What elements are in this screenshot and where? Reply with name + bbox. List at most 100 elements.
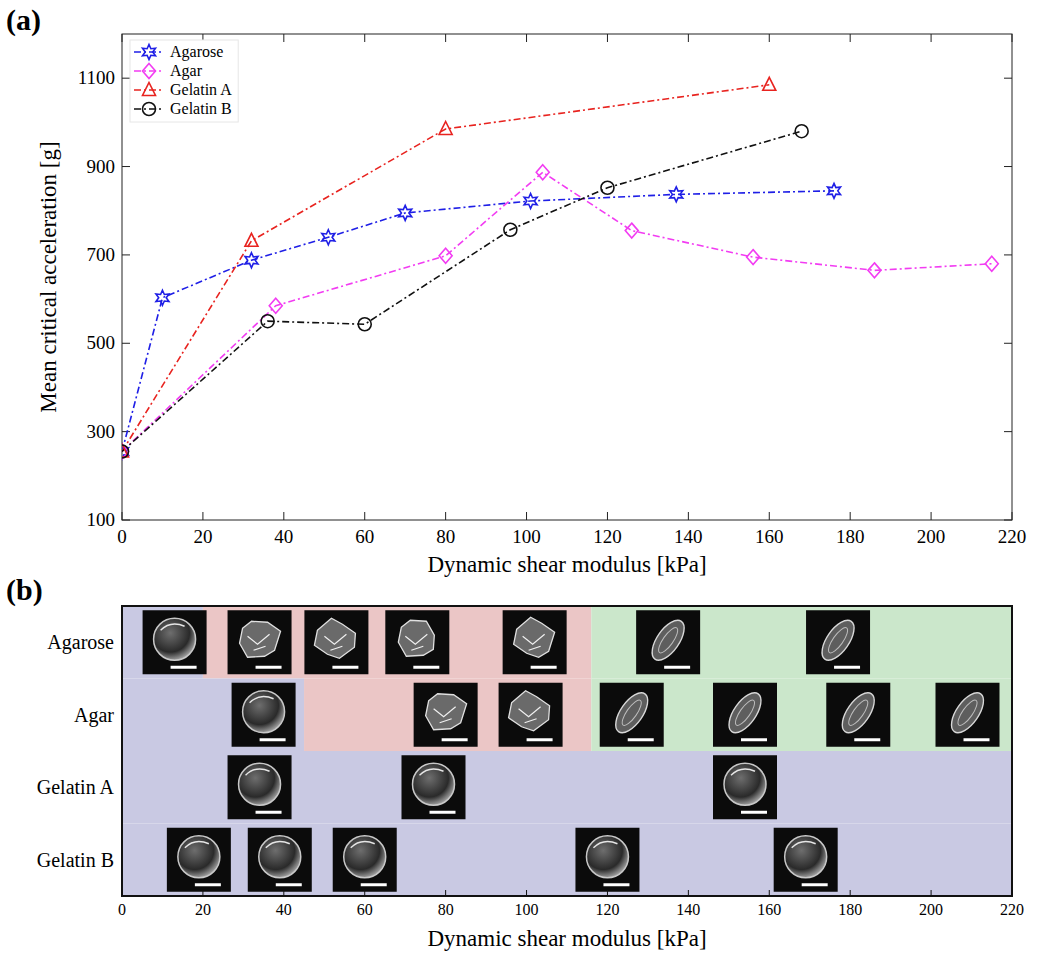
legend-item: Gelatin B — [134, 100, 232, 117]
scale-bar — [171, 666, 197, 669]
x-tick — [769, 890, 770, 896]
legend-marker — [143, 45, 156, 60]
scale-bar — [256, 666, 282, 669]
scale-bar — [430, 811, 456, 814]
crumpled-shape — [426, 694, 467, 730]
x-tick — [283, 890, 284, 896]
scale-bar — [741, 811, 767, 814]
specimen-image — [826, 683, 890, 747]
x-axis-title: Dynamic shear modulus [kPa] — [427, 552, 706, 577]
y-tick-label: 300 — [87, 421, 116, 442]
x-tick — [364, 890, 365, 896]
y-tick-right — [1004, 254, 1012, 255]
row-label: Agar — [74, 704, 114, 727]
panel-label: (b) — [6, 573, 43, 607]
y-tick-right — [1004, 166, 1012, 167]
sphere-highlight — [731, 769, 755, 775]
image-frame — [143, 610, 207, 674]
y-tick-label: 500 — [87, 332, 116, 353]
x-tick — [607, 890, 608, 896]
legend-marker — [143, 103, 156, 116]
series-marker — [625, 223, 638, 238]
x-tick-label: 140 — [676, 901, 700, 918]
y-axis-title: Mean critical acceleration [g] — [36, 141, 61, 412]
region — [203, 606, 591, 679]
elongated-core — [655, 625, 680, 655]
x-tick-top — [607, 34, 608, 42]
x-tick — [122, 890, 123, 896]
region — [304, 679, 591, 752]
crumpled-folds — [405, 634, 427, 650]
series-marker — [261, 315, 274, 328]
series-marker — [504, 223, 517, 236]
panel-a: (a)0204060801001201401601802002201003005… — [6, 3, 1026, 577]
crumpled-shape — [314, 618, 355, 658]
scale-bar — [442, 738, 468, 741]
x-tick-label: 160 — [757, 901, 781, 918]
image-frame — [167, 828, 231, 892]
specimen-image — [232, 683, 296, 747]
image-frame — [248, 828, 312, 892]
x-tick-top — [769, 34, 770, 42]
series-line — [122, 131, 802, 451]
x-tick-label: 160 — [755, 526, 784, 547]
scale-bar — [603, 883, 629, 886]
grid-ground — [122, 606, 1012, 896]
legend-item: Agar — [134, 62, 203, 80]
series-marker — [245, 233, 258, 246]
x-tick-label: 140 — [674, 526, 703, 547]
y-tick — [122, 78, 130, 79]
crumpled-shape — [240, 621, 281, 657]
x-tick-top — [283, 34, 284, 42]
y-tick — [122, 166, 130, 167]
series-marker — [670, 187, 683, 202]
series-line — [122, 172, 992, 451]
specimen-image — [385, 610, 449, 674]
sphere-highlight — [185, 842, 209, 848]
x-tick-label: 80 — [438, 901, 454, 918]
x-tick — [526, 512, 527, 520]
x-axis-title: Dynamic shear modulus [kPa] — [427, 926, 706, 951]
image-frame — [228, 610, 292, 674]
scale-bar — [834, 666, 860, 669]
elongated-shape — [723, 688, 767, 738]
row-label: Gelatin A — [37, 776, 115, 798]
region — [591, 606, 1012, 679]
region — [122, 679, 304, 752]
x-tick-label: 60 — [357, 901, 373, 918]
series-marker — [399, 205, 412, 220]
crumpled-folds — [324, 634, 346, 650]
sphere — [239, 763, 281, 805]
x-tick — [445, 890, 446, 896]
series-marker — [439, 248, 452, 263]
specimen-image — [936, 683, 1000, 747]
image-frame — [774, 828, 838, 892]
scale-bar — [531, 666, 557, 669]
series-marker — [245, 253, 258, 268]
scale-bar — [276, 883, 302, 886]
elongated-core — [846, 698, 871, 728]
x-tick-label: 180 — [838, 901, 862, 918]
x-tick-label: 0 — [117, 526, 127, 547]
x-tick-label: 200 — [917, 526, 946, 547]
legend-box — [130, 40, 238, 122]
sphere — [259, 836, 301, 878]
x-tick — [850, 512, 851, 520]
series-marker — [439, 121, 452, 134]
series-marker — [122, 444, 129, 459]
image-frame — [232, 683, 296, 747]
elongated-shape — [610, 688, 654, 738]
specimen-image — [402, 755, 466, 819]
series-line — [122, 191, 834, 452]
y-tick-label: 100 — [87, 509, 116, 530]
x-tick — [122, 512, 123, 520]
x-tick-label: 220 — [998, 526, 1027, 547]
y-tick-right — [1004, 343, 1012, 344]
series-marker — [795, 125, 808, 138]
sphere-highlight — [420, 769, 444, 775]
x-tick — [445, 512, 446, 520]
image-frame — [402, 755, 466, 819]
legend-label: Agar — [170, 62, 203, 80]
scale-bar — [802, 883, 828, 886]
row-label: Agarose — [47, 631, 114, 654]
